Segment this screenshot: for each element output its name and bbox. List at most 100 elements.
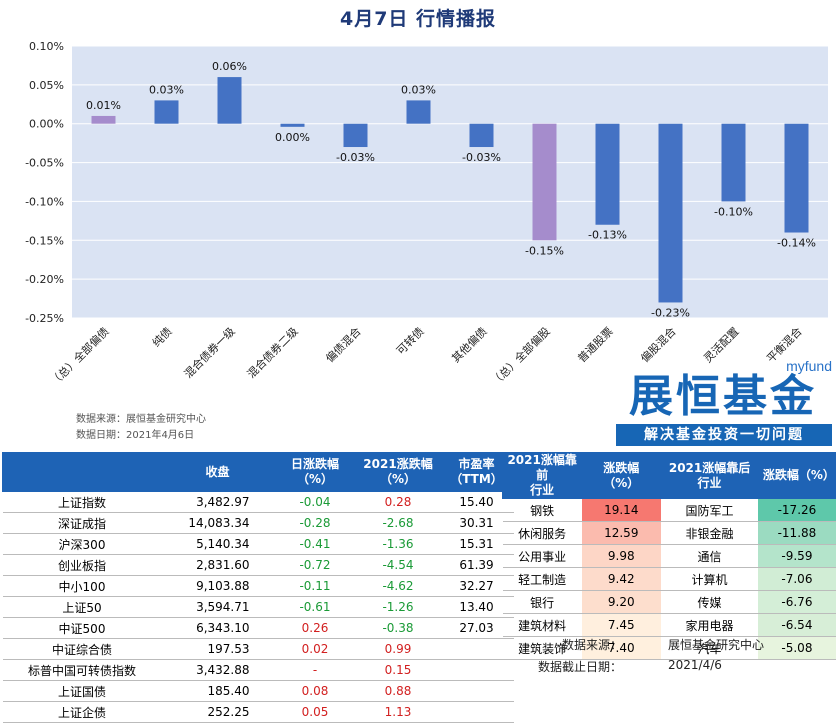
bottom-industry-name: 家用电器	[660, 613, 759, 637]
y-tick-label: -0.20%	[25, 273, 64, 286]
index-name: 上证企债	[2, 701, 162, 723]
bottom-industry-name: 非银金融	[660, 521, 759, 545]
index-close: 252.25	[161, 701, 274, 723]
bottom-industry-change: -7.06	[758, 567, 836, 591]
top-industry-name: 银行	[502, 590, 582, 614]
data-label: -0.23%	[651, 306, 690, 319]
logo-slogan: 解决基金投资一切问题	[616, 424, 832, 446]
x-tick-label: （总）全部偏债	[47, 324, 111, 388]
industry-date-label: 数据截止日期：	[538, 660, 623, 674]
industry-date-value: 2021/4/6	[668, 658, 722, 672]
y-tick-label: -0.25%	[25, 312, 64, 325]
y-tick-label: 0.10%	[29, 40, 64, 53]
top-industry-change: 12.59	[581, 521, 661, 545]
top-industry-change: 19.14	[581, 498, 661, 522]
index-pe: 61.39	[439, 554, 514, 576]
top-industry-change: 7.45	[581, 613, 661, 637]
index-name: 深证成指	[2, 512, 162, 534]
index-day-change: 0.05	[273, 701, 357, 723]
x-tick-label: 纯债	[149, 324, 174, 349]
index-close: 6,343.10	[161, 617, 274, 639]
table-row: 上证指数 3,482.97 -0.04 0.28 15.40	[2, 491, 514, 513]
index-close: 3,482.97	[161, 491, 274, 513]
index-close: 14,083.34	[161, 512, 274, 534]
data-label: -0.15%	[525, 244, 564, 257]
bottom-industry-name: 通信	[660, 544, 759, 568]
index-table: 收盘 日涨跌幅 （%） 2021涨跌幅 （%） 市盈率 （TTM） 上证指数 3,482.97…	[2, 452, 514, 723]
index-name: 沪深300	[2, 533, 162, 555]
top-industry-name: 公用事业	[502, 544, 582, 568]
index-table-header	[2, 452, 162, 492]
index-close: 5,140.34	[161, 533, 274, 555]
data-label: -0.14%	[777, 237, 816, 250]
index-table-header: 2021涨跌幅 （%）	[356, 452, 440, 492]
industry-table: 2021涨幅靠前 行业 涨跌幅 （%） 2021涨幅靠后 行业 涨跌幅（%） 钢铁 19.14…	[501, 452, 836, 660]
index-ytd-change: -4.62	[356, 575, 440, 597]
industry-table-header: 涨跌幅（%）	[757, 452, 836, 499]
top-industry-change: 9.98	[581, 544, 661, 568]
top-industry-change: 9.20	[581, 590, 661, 614]
table-row: 轻工制造 9.42 计算机 -7.06	[502, 567, 836, 591]
bar	[154, 100, 179, 124]
table-row: 钢铁 19.14 国防军工 -17.26	[502, 498, 836, 522]
index-close: 3,432.88	[161, 659, 274, 681]
bar	[532, 123, 557, 241]
index-pe: 15.40	[439, 491, 514, 513]
index-name: 中证500	[2, 617, 162, 639]
bar-chart: 0.10% 0.05% 0.00% -0.05% -0.10% -0.15% -0.20% -…	[25, 40, 828, 389]
index-pe: 15.31	[439, 533, 514, 555]
bottom-industry-change: -17.26	[758, 498, 836, 522]
index-ytd-change: -4.54	[356, 554, 440, 576]
bar	[658, 123, 683, 303]
data-label: -0.03%	[336, 151, 375, 164]
index-ytd-change: 1.13	[356, 701, 440, 723]
index-ytd-change: 0.99	[356, 638, 440, 660]
index-name: 上证50	[2, 596, 162, 618]
industry-table-header: 2021涨幅靠前 行业	[501, 452, 583, 499]
table-row: 标普中国可转债指数 3,432.88-0.15	[2, 659, 514, 681]
bar	[217, 77, 242, 124]
index-name: 中证综合债	[2, 638, 162, 660]
index-table-header: 日涨跌幅 （%）	[273, 452, 357, 492]
table-row: 上证国债 185.40 0.08 0.88	[2, 680, 514, 702]
top-industry-name: 休闲服务	[502, 521, 582, 545]
x-tick-label: 其他偏债	[449, 324, 490, 365]
bottom-industry-change: -11.88	[758, 521, 836, 545]
index-ytd-change: -1.36	[356, 533, 440, 555]
index-close: 9,103.88	[161, 575, 274, 597]
index-day-change: -	[273, 659, 357, 681]
data-label: 0.03%	[149, 83, 184, 96]
index-pe	[439, 638, 514, 660]
table-row: 公用事业 9.98 通信 -9.59	[502, 544, 836, 568]
index-pe	[439, 701, 514, 723]
x-tick-label: 可转债	[393, 324, 426, 357]
x-tick-label: 混合债券一级	[181, 324, 238, 381]
logo-tag: myfund	[786, 358, 832, 374]
table-row: 上证50 3,594.71 -0.61 -1.26 13.40	[2, 596, 514, 618]
index-ytd-change: 0.15	[356, 659, 440, 681]
table-row: 建筑材料 7.45 家用电器 -6.54	[502, 613, 836, 637]
x-tick-label: 偏债混合	[323, 324, 364, 365]
table-row: 深证成指 14,083.34 -0.28 -2.68 30.31	[2, 512, 514, 534]
top-industry-name: 轻工制造	[502, 567, 582, 591]
bottom-industry-name: 国防军工	[660, 498, 759, 522]
index-ytd-change: -0.38	[356, 617, 440, 639]
y-tick-label: 0.05%	[29, 79, 64, 92]
data-label: 0.03%	[401, 83, 436, 96]
bottom-industry-name: 计算机	[660, 567, 759, 591]
bar	[784, 123, 809, 233]
bottom-industry-change: -9.59	[758, 544, 836, 568]
table-row: 休闲服务 12.59 非银金融 -11.88	[502, 521, 836, 545]
index-close: 3,594.71	[161, 596, 274, 618]
data-label: -0.03%	[462, 151, 501, 164]
index-pe	[439, 680, 514, 702]
bar	[469, 123, 494, 148]
index-day-change: 0.26	[273, 617, 357, 639]
top-industry-change: 9.42	[581, 567, 661, 591]
index-ytd-change: -1.26	[356, 596, 440, 618]
industry-source-value: 展恒基金研究中心	[668, 638, 765, 652]
plot-area	[72, 46, 828, 318]
index-name: 标普中国可转债指数	[2, 659, 162, 681]
bottom-industry-change: -5.08	[758, 636, 836, 660]
y-tick-label: -0.05%	[25, 157, 64, 170]
